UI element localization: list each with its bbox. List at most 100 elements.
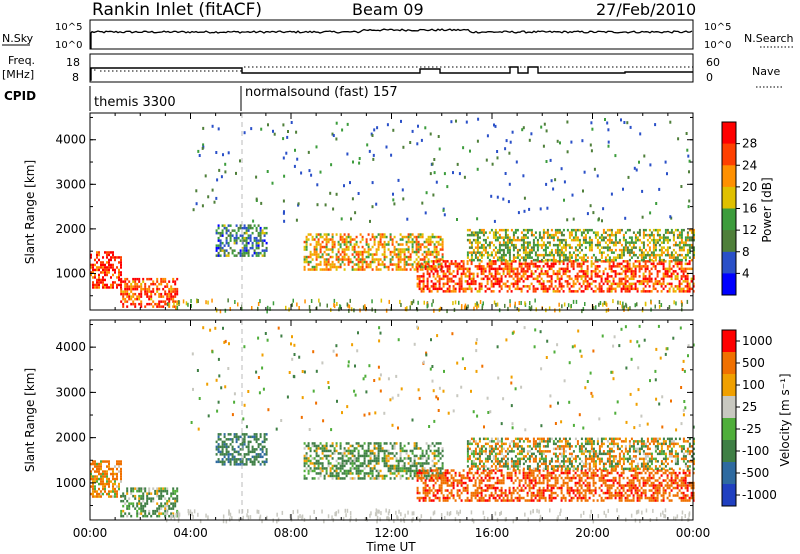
range-cell bbox=[544, 251, 547, 254]
range-cell bbox=[317, 462, 320, 465]
range-cell bbox=[375, 459, 378, 463]
range-cell bbox=[460, 265, 463, 268]
range-cell bbox=[239, 251, 242, 255]
range-cell bbox=[339, 253, 342, 256]
range-cell bbox=[560, 251, 563, 254]
range-cell bbox=[560, 233, 563, 237]
range-cell bbox=[122, 290, 125, 293]
range-cell bbox=[530, 494, 533, 497]
range-cell bbox=[528, 262, 531, 266]
range-cell bbox=[146, 497, 149, 500]
range-cell bbox=[387, 469, 390, 473]
range-cell bbox=[96, 477, 98, 481]
range-cell bbox=[227, 234, 230, 237]
range-cell bbox=[94, 273, 96, 277]
range-cell bbox=[594, 285, 597, 288]
range-cell bbox=[176, 300, 179, 303]
range-cell bbox=[336, 302, 338, 306]
range-cell bbox=[381, 457, 384, 460]
range-cell bbox=[656, 231, 659, 234]
range-cell bbox=[112, 266, 114, 269]
range-cell bbox=[564, 243, 567, 247]
range-cell bbox=[666, 172, 668, 176]
range-cell bbox=[265, 453, 268, 456]
noise-right-tick-high: 10^5 bbox=[704, 22, 731, 33]
range-cell bbox=[369, 449, 372, 453]
range-cell bbox=[335, 459, 338, 463]
range-cell bbox=[369, 452, 372, 455]
range-cell bbox=[231, 445, 234, 449]
range-cell bbox=[556, 260, 559, 263]
range-cell bbox=[516, 282, 519, 286]
range-cell bbox=[674, 241, 677, 244]
range-cell bbox=[423, 255, 426, 259]
range-cell bbox=[470, 262, 473, 266]
range-cell bbox=[94, 470, 96, 473]
range-cell bbox=[309, 250, 312, 254]
range-cell bbox=[424, 471, 427, 475]
range-cell bbox=[422, 287, 425, 291]
range-cell bbox=[168, 504, 171, 508]
range-cell bbox=[648, 258, 651, 262]
range-cell bbox=[418, 499, 421, 502]
range-cell bbox=[272, 301, 275, 306]
range-cell bbox=[172, 507, 175, 510]
range-cell bbox=[120, 499, 123, 503]
range-cell bbox=[265, 448, 268, 451]
range-cell bbox=[442, 260, 445, 263]
range-cell bbox=[669, 120, 672, 124]
range-cell bbox=[140, 302, 143, 306]
range-cell bbox=[315, 444, 318, 448]
range-cell bbox=[668, 267, 671, 271]
range-cell bbox=[383, 457, 386, 460]
range-cell bbox=[576, 238, 579, 242]
range-cell bbox=[534, 476, 537, 480]
range-cell bbox=[496, 156, 499, 160]
range-cell bbox=[253, 438, 256, 441]
range-cell bbox=[602, 228, 605, 232]
range-cell bbox=[610, 238, 613, 242]
range-cell bbox=[656, 262, 659, 266]
range-cell bbox=[608, 287, 611, 291]
range-cell bbox=[166, 487, 169, 490]
range-cell bbox=[190, 303, 192, 308]
range-cell bbox=[313, 248, 316, 251]
range-cell bbox=[126, 504, 129, 508]
range-cell bbox=[296, 302, 298, 307]
range-cell bbox=[478, 267, 481, 271]
range-cell bbox=[257, 445, 260, 449]
range-cell bbox=[104, 472, 106, 476]
range-cell bbox=[476, 217, 479, 221]
range-cell bbox=[614, 282, 617, 286]
range-cell bbox=[419, 245, 422, 249]
range-cell bbox=[327, 462, 330, 465]
range-cell bbox=[379, 258, 382, 261]
range-cell bbox=[372, 157, 375, 161]
range-cell bbox=[650, 272, 653, 276]
range-cell bbox=[450, 260, 453, 263]
range-cell bbox=[112, 475, 114, 478]
range-cell bbox=[243, 453, 246, 456]
range-cell bbox=[90, 256, 92, 259]
range-cell bbox=[528, 476, 531, 480]
range-cell bbox=[545, 129, 548, 133]
range-cell bbox=[458, 474, 461, 477]
range-cell bbox=[682, 228, 685, 232]
range-cell bbox=[446, 484, 449, 487]
range-cell bbox=[411, 245, 414, 249]
range-cell bbox=[512, 233, 515, 237]
range-cell bbox=[361, 462, 364, 465]
range-cell bbox=[116, 492, 118, 496]
range-cell bbox=[363, 467, 366, 470]
range-cell bbox=[496, 476, 499, 480]
range-cell bbox=[504, 231, 507, 234]
range-cell bbox=[102, 482, 104, 486]
range-cell bbox=[441, 447, 444, 450]
range-cell bbox=[654, 258, 657, 262]
range-cell bbox=[335, 137, 338, 141]
range-cell bbox=[362, 305, 365, 310]
range-cell bbox=[552, 243, 555, 247]
range-cell bbox=[616, 253, 619, 257]
range-cell bbox=[682, 256, 685, 259]
range-cell bbox=[148, 290, 151, 293]
